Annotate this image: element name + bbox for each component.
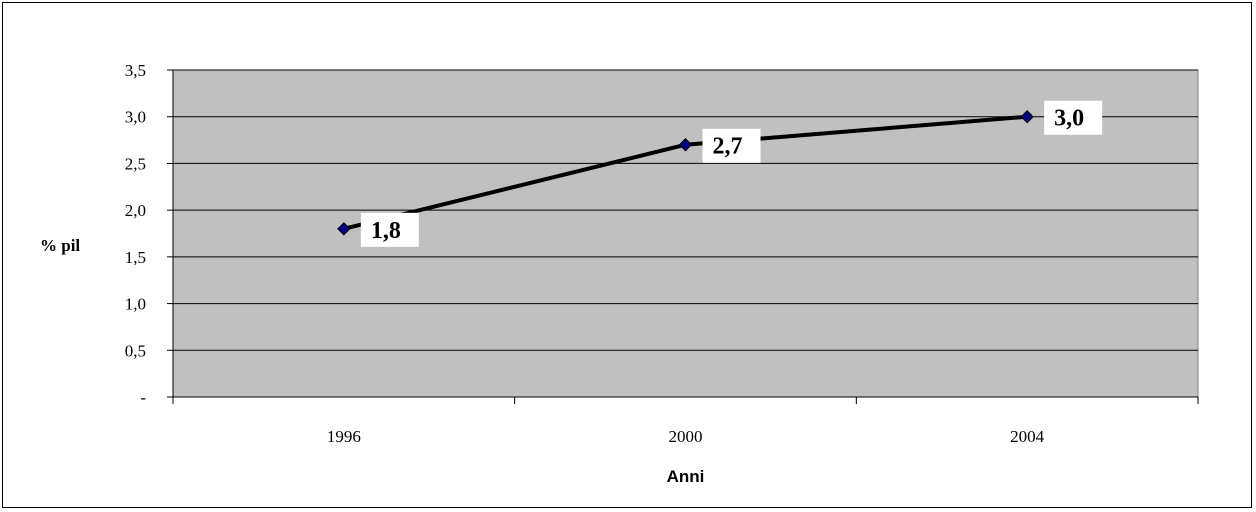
data-point-marker [337, 222, 351, 236]
data-point-marker [1020, 110, 1034, 124]
y-tick-label: 0,5 [125, 341, 146, 360]
data-point-marker [678, 138, 693, 152]
data-markers [337, 110, 1034, 236]
x-tick-label: 2000 [669, 427, 703, 446]
x-tick-label: 2004 [1010, 427, 1045, 446]
axes [167, 69, 1199, 404]
data-label-box [360, 212, 419, 247]
data-label-text: 1,8 [371, 218, 401, 244]
y-tick-label: 1,5 [125, 248, 146, 267]
y-tick-label: - [140, 388, 146, 407]
y-tick-label: 3,5 [125, 61, 146, 80]
data-label-text: 2,7 [713, 134, 743, 160]
gridlines [173, 69, 1198, 351]
data-labels: 1,8 2,7 3,0 [360, 100, 1103, 247]
data-label: 1,8 [360, 212, 419, 247]
x-axis-title: Anni [667, 467, 705, 486]
x-tick-label: 1996 [327, 427, 361, 446]
data-label: 3,0 [1044, 100, 1103, 135]
y-tick-labels: - 0,5 1,0 1,5 2,0 2,5 3,0 3,5 [125, 61, 147, 407]
y-tick-label: 2,0 [125, 201, 146, 220]
data-label-text: 3,0 [1054, 106, 1084, 132]
y-tick-label: 3,0 [125, 108, 146, 127]
y-axis-title: % pil [40, 236, 80, 255]
data-label-box [1044, 100, 1103, 135]
data-label-box [702, 128, 761, 163]
y-tick-label: 2,5 [125, 154, 146, 173]
y-tick-label: 1,0 [125, 295, 146, 314]
data-label: 2,7 [702, 128, 761, 163]
x-tick-labels: 1996 2000 2004 [327, 427, 1045, 446]
